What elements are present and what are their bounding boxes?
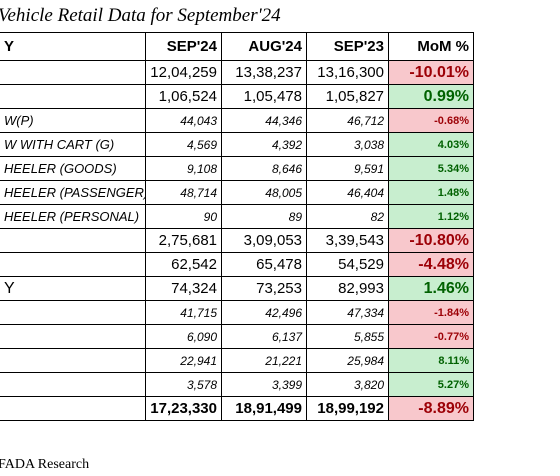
table-row: 3,578 3,399 3,820 5.27% [0, 372, 560, 397]
row-aug24: 48,005 [221, 180, 307, 205]
row-aug24: 3,09,053 [221, 228, 307, 253]
row-category [0, 396, 146, 421]
table-row: HEELER (PASSENGER) 48,714 48,005 46,404 … [0, 180, 560, 205]
row-mom: 8.11% [388, 348, 474, 373]
row-sep23: 46,712 [306, 108, 389, 133]
row-aug24: 13,38,237 [221, 60, 307, 85]
row-category [0, 348, 146, 373]
row-sep24: 4,569 [145, 132, 222, 157]
row-category [0, 60, 146, 85]
row-sep23: 5,855 [306, 324, 389, 349]
row-sep23: 82,993 [306, 276, 389, 301]
row-mom: -10.01% [388, 60, 474, 85]
row-mom: -10.80% [388, 228, 474, 253]
row-sep24: 1,06,524 [145, 84, 222, 109]
row-aug24: 44,346 [221, 108, 307, 133]
table-row: 12,04,259 13,38,237 13,16,300 -10.01% [0, 60, 560, 85]
row-sep23: 3,038 [306, 132, 389, 157]
row-aug24: 8,646 [221, 156, 307, 181]
row-aug24: 6,137 [221, 324, 307, 349]
table-row: W(P) 44,043 44,346 46,712 -0.68% [0, 108, 560, 133]
row-category [0, 228, 146, 253]
row-mom: -0.77% [388, 324, 474, 349]
row-sep24: 12,04,259 [145, 60, 222, 85]
row-category: HEELER (PASSENGER) [0, 180, 146, 205]
row-aug24: 4,392 [221, 132, 307, 157]
row-sep24: 3,578 [145, 372, 222, 397]
row-category: W WITH CART (G) [0, 132, 146, 157]
row-mom: 0.99% [388, 84, 474, 109]
table-row: 1,06,524 1,05,478 1,05,827 0.99% [0, 84, 560, 109]
header-sep24: SEP'24 [145, 32, 222, 61]
row-aug24: 89 [221, 204, 307, 229]
row-mom: 4.03% [388, 132, 474, 157]
row-sep24: 74,324 [145, 276, 222, 301]
row-category: HEELER (PERSONAL) [0, 204, 146, 229]
row-sep23: 1,05,827 [306, 84, 389, 109]
row-mom: -1.84% [388, 300, 474, 325]
row-sep24: 6,090 [145, 324, 222, 349]
row-sep24: 22,941 [145, 348, 222, 373]
row-aug24: 42,496 [221, 300, 307, 325]
row-sep23: 3,820 [306, 372, 389, 397]
table-title: Vehicle Retail Data for September'24 [0, 5, 281, 26]
row-category [0, 252, 146, 277]
row-sep24: 9,108 [145, 156, 222, 181]
table-row: Y 74,324 73,253 82,993 1.46% [0, 276, 560, 301]
row-mom: 1.12% [388, 204, 474, 229]
row-sep24: 90 [145, 204, 222, 229]
row-mom: 1.48% [388, 180, 474, 205]
row-aug24: 65,478 [221, 252, 307, 277]
row-aug24: 73,253 [221, 276, 307, 301]
table-row: 2,75,681 3,09,053 3,39,543 -10.80% [0, 228, 560, 253]
table-row: 62,542 65,478 54,529 -4.48% [0, 252, 560, 277]
table-row: HEELER (PERSONAL) 90 89 82 1.12% [0, 204, 560, 229]
row-mom: -4.48% [388, 252, 474, 277]
row-mom: 1.46% [388, 276, 474, 301]
row-sep23: 13,16,300 [306, 60, 389, 85]
row-aug24: 21,221 [221, 348, 307, 373]
row-sep24: 2,75,681 [145, 228, 222, 253]
retail-data-table: Y SEP'24 AUG'24 SEP'23 MoM % 12,04,259 1… [0, 32, 560, 421]
source-footer: FADA Research [0, 457, 90, 472]
row-category: W(P) [0, 108, 146, 133]
row-category [0, 372, 146, 397]
row-category [0, 300, 146, 325]
row-sep24: 17,23,330 [145, 396, 222, 421]
row-mom: -0.68% [388, 108, 474, 133]
row-aug24: 18,91,499 [221, 396, 307, 421]
header-mom: MoM % [388, 32, 474, 61]
row-sep23: 3,39,543 [306, 228, 389, 253]
row-sep23: 9,591 [306, 156, 389, 181]
header-row: Y SEP'24 AUG'24 SEP'23 MoM % [0, 32, 560, 61]
row-category: Y [0, 276, 146, 301]
row-sep23: 25,984 [306, 348, 389, 373]
table-row: W WITH CART (G) 4,569 4,392 3,038 4.03% [0, 132, 560, 157]
header-sep23: SEP'23 [306, 32, 389, 61]
header-aug24: AUG'24 [221, 32, 307, 61]
row-category [0, 324, 146, 349]
row-aug24: 3,399 [221, 372, 307, 397]
header-category: Y [0, 32, 146, 61]
row-category: HEELER (GOODS) [0, 156, 146, 181]
row-sep24: 41,715 [145, 300, 222, 325]
row-category [0, 84, 146, 109]
table-row: HEELER (GOODS) 9,108 8,646 9,591 5.34% [0, 156, 560, 181]
table-row: 41,715 42,496 47,334 -1.84% [0, 300, 560, 325]
table-row: 6,090 6,137 5,855 -0.77% [0, 324, 560, 349]
row-mom: 5.27% [388, 372, 474, 397]
row-mom: -8.89% [388, 396, 474, 421]
row-sep23: 46,404 [306, 180, 389, 205]
row-sep23: 18,99,192 [306, 396, 389, 421]
row-sep23: 82 [306, 204, 389, 229]
row-aug24: 1,05,478 [221, 84, 307, 109]
table-row: 22,941 21,221 25,984 8.11% [0, 348, 560, 373]
row-mom: 5.34% [388, 156, 474, 181]
row-sep24: 48,714 [145, 180, 222, 205]
row-sep23: 47,334 [306, 300, 389, 325]
total-row: 17,23,330 18,91,499 18,99,192 -8.89% [0, 396, 560, 421]
row-sep23: 54,529 [306, 252, 389, 277]
row-sep24: 62,542 [145, 252, 222, 277]
row-sep24: 44,043 [145, 108, 222, 133]
